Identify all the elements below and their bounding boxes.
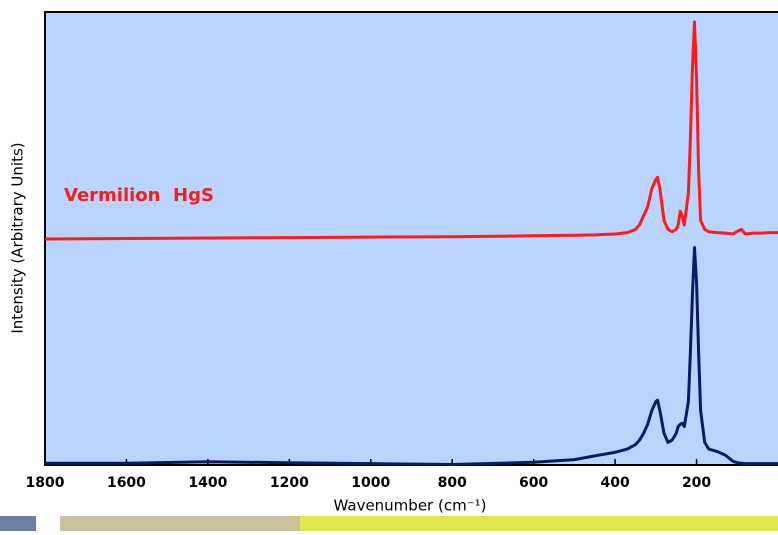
x-tick-label: 200 [682,475,711,491]
x-tick-label: 800 [438,475,467,491]
x-tick-label: 1800 [26,475,65,491]
x-tick-label: 1400 [188,475,227,491]
bottom-image [60,516,300,531]
x-tick-label: 1600 [107,475,146,491]
spectrum-line [44,20,778,241]
x-tick-label: 1200 [270,475,309,491]
x-tick-label: 1000 [351,475,390,491]
x-axis-label: Wavenumber (cm⁻¹) [334,497,487,515]
bottom-image [0,516,36,531]
x-tick-label: 600 [519,475,548,491]
bottom-banner [300,516,778,531]
annotation: Vermilion HgS [64,185,214,206]
y-axis-label: Intensity (Arbitrary Units) [9,142,27,333]
spectrum-line [45,246,778,466]
x-tick-label: 400 [600,475,629,491]
